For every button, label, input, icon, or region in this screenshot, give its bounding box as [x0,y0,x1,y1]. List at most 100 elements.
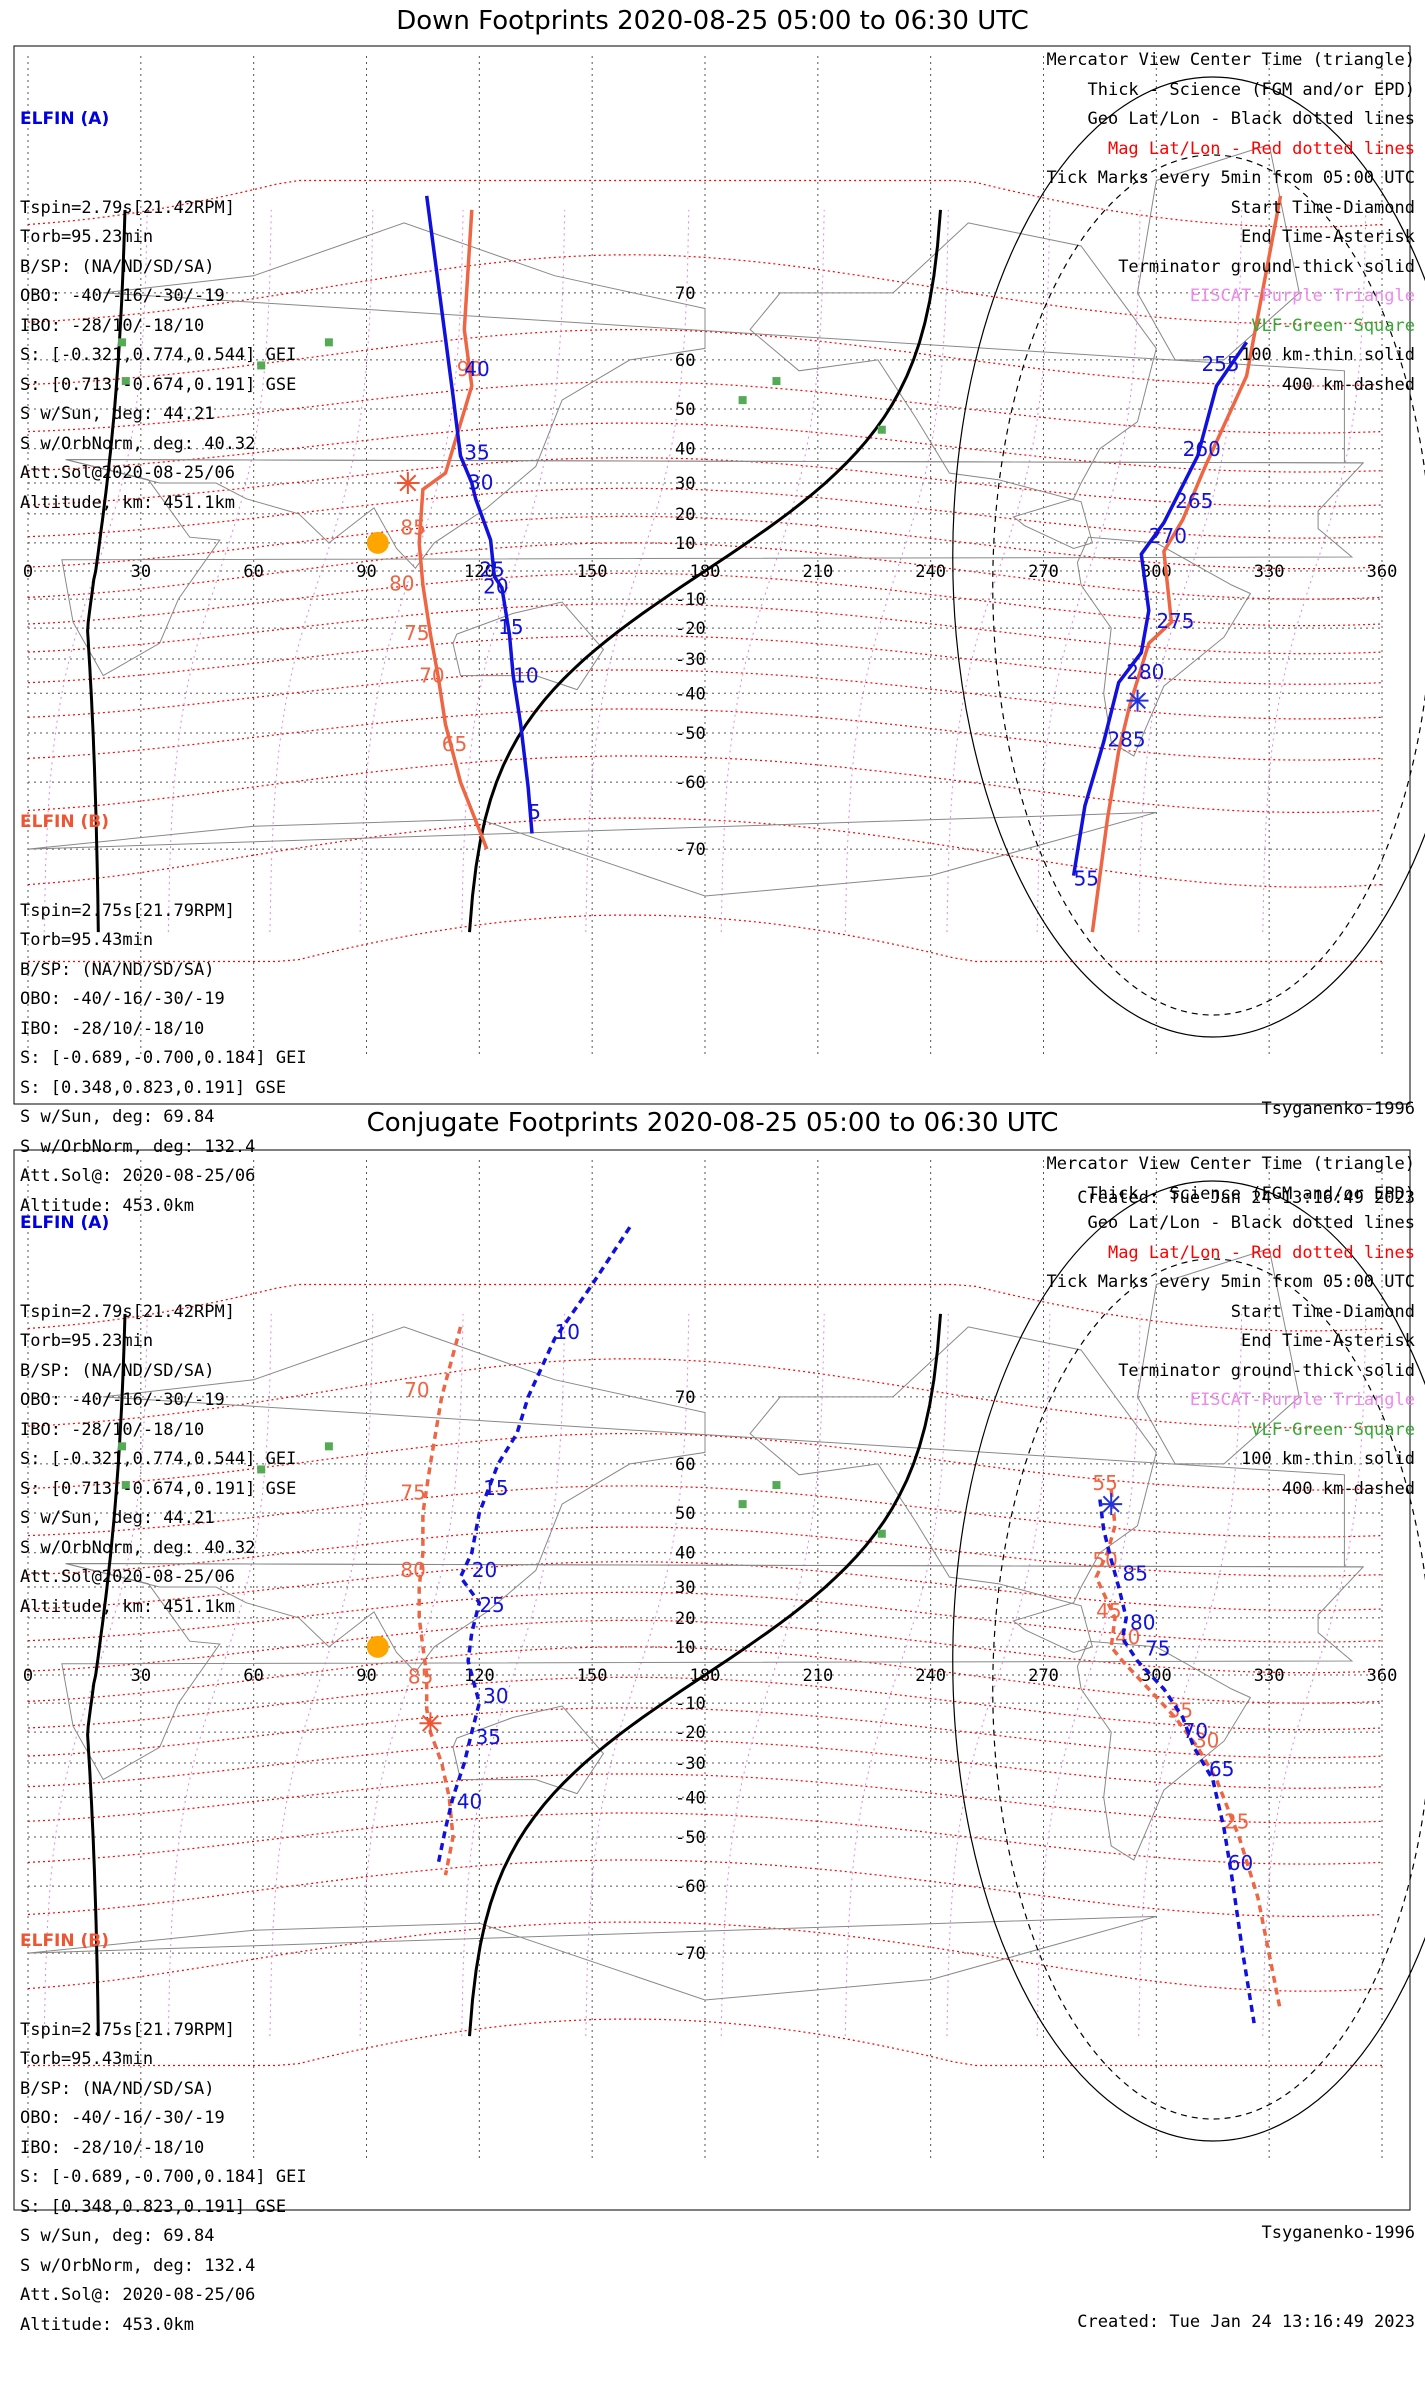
mag-lat-line [27,1433,1383,1491]
model-label: Tsyganenko-1996 [1261,1099,1415,1119]
mag-lat-line [27,1526,1383,1577]
mag-lat-line [27,1485,1383,1538]
mag-lon-line [461,209,566,933]
lon-tick-label: 240 [915,562,946,582]
lon-tick-label: 330 [1254,562,1285,582]
elfin-a-track-west-label: 270 [1149,524,1187,548]
mag-lat-line [27,381,1383,434]
elfin-a-line: S: [-0.321,0.774,0.544] GEI [20,1449,297,1469]
elfin-b-track-west [1094,1489,1283,2012]
mag-lat-line [27,329,1383,387]
vlf-square [118,1442,127,1451]
elfin-b-line: B/SP: (NA/ND/SD/SA) [20,959,215,980]
coastline [1136,1247,1300,1465]
legend-item: 100 km-thin solid [1241,345,1415,365]
elfin-a-track-label: 35 [464,440,489,464]
lat-tick-label: -60 [675,773,706,793]
lon-tick-label: 360 [1367,1666,1398,1686]
coastline [27,1915,1157,2001]
lat-tick-label: 70 [675,284,695,304]
coastline [1076,536,1252,757]
mag-lat-line [27,1812,1383,1865]
coastline [749,222,1157,550]
lat-tick-label: -10 [675,590,706,610]
elfin-a-title: ELFIN (A) [20,1213,110,1233]
lat-tick-label: 60 [675,1455,695,1475]
elfin-a-track-west [1071,341,1249,876]
lat-tick-label: -10 [675,1694,706,1714]
lon-tick-label: 90 [356,1666,376,1686]
elfin-a-track-west-label: 265 [1175,489,1213,513]
mag-lon-line [359,1313,464,2037]
elfin-b-line: S w/Sun, deg: 69.84 [20,2226,215,2246]
lon-tick-label: 210 [802,562,833,582]
end-time-asterisk [1126,689,1149,712]
lon-tick-label: 360 [1367,562,1398,582]
legend-item: Thick - Science (FGM and/or EPD) [1087,79,1415,100]
legend-item: End Time-Asterisk [1241,1331,1415,1351]
asterisk-stroke [421,1714,439,1732]
mag-lon-line [167,1313,272,2037]
legend-item: End Time-Asterisk [1241,227,1415,247]
lon-tick-label: 180 [690,562,721,582]
vlf-square [738,1500,747,1509]
footprint-400km [992,154,1425,1016]
mag-lat-line [27,1707,1383,1759]
legend-item: Mag Lat/Lon - Red dotted lines [1107,138,1415,159]
mag-lat-line [27,1738,1383,1789]
mag-lon-line [844,1313,949,2037]
elfin-a-title: ELFIN (A) [20,109,110,129]
elfin-a-track-west-label: 85 [1122,1561,1147,1585]
legend-item: Mercator View Center Time (triangle) [1046,50,1415,70]
legend-item: 100 km-thin solid [1241,1449,1415,1469]
mag-lat-line [27,1561,1383,1612]
lat-tick-label: 10 [675,1638,695,1658]
lat-tick-label: -30 [675,650,706,670]
model-label: Tsyganenko-1996 [1261,2223,1415,2243]
legend-item: Geo Lat/Lon - Black dotted lines [1087,109,1415,129]
mag-lat-line [27,457,1383,508]
sun-icon [366,1635,389,1658]
elfin-a-line: B/SP: (NA/ND/SD/SA) [20,256,215,277]
vlf-square [772,377,781,386]
mag-lat-line [27,1921,1383,1992]
elfin-b-line: S: [0.348,0.823,0.191] GSE [20,2196,287,2217]
lat-tick-label: 50 [675,400,695,420]
mag-lat-line [27,542,1383,600]
lat-tick-label: 60 [675,351,695,371]
elfin-a-track-label: 5 [528,800,541,824]
vlf-square [738,396,747,405]
elfin-a-line: S: [0.713,-0.674,0.191] GSE [20,374,297,395]
mag-lat-line [27,1358,1383,1429]
elfin-a-info-conjugate: ELFIN (A) Tspin=2.79s[21.42RPM] Torb=95.2… [20,1150,296,1681]
mag-lon-line [461,1313,566,2037]
mag-lon-line [269,209,374,933]
elfin-a-track-west-label: 65 [1209,1757,1234,1781]
elfin-a-track-west-label: 60 [1228,1851,1253,1875]
lon-tick-label: 210 [802,1666,833,1686]
mag-lat-line [27,422,1383,473]
mag-lon-line [1262,1313,1367,2037]
asterisk-stroke [1102,1495,1120,1513]
vlf-square [121,1481,130,1490]
elfin-b-track [417,1326,463,1876]
elfin-a-line: S w/OrbNorm, deg: 40.32 [20,433,256,454]
mag-lat-line [27,603,1383,655]
elfin-b-track-label: 70 [404,1378,429,1402]
footprint-400km [992,1258,1425,2120]
legend-item: Terminator ground-thick solid [1118,256,1415,277]
lat-tick-label: -20 [675,619,706,639]
elfin-a-track-west-label: 80 [1130,1611,1155,1635]
asterisk-stroke [1129,692,1147,710]
legend-item: 400 km-dashed [1281,374,1415,395]
mag-lon-line [1138,209,1243,933]
mag-lat-line [27,254,1383,325]
elfin-a-track-label: 15 [483,1476,508,1500]
elfin-a-track-label: 30 [483,1684,508,1708]
coastline [61,459,1365,677]
elfin-b-line: S w/OrbNorm, deg: 132.4 [20,1136,256,1157]
mag-lat-line [27,1619,1383,1674]
legend-item: Start Time-Diamond [1230,197,1415,218]
vlf-square [121,377,130,386]
elfin-b-line: S: [-0.689,-0.700,0.184] GEI [20,2167,307,2187]
